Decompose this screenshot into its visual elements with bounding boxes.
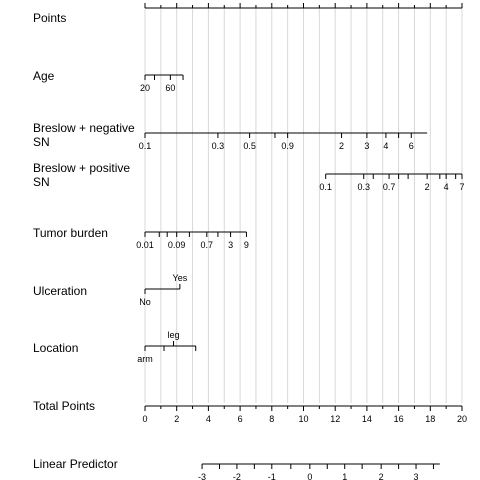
row-total-points: Total Points 0 2 4 6 8 10 12 14 16 18 20 [33,399,467,424]
tick-label: 18 [425,414,435,424]
row-label-age: Age [33,69,55,83]
nomogram-rows: Points012345678910Age2060Breslow + negat… [33,0,467,480]
row-points: Points 0 1 2 3 4 5 6 7 8 9 10 [33,0,467,25]
row-label-line: SN [33,135,50,149]
row-ulceration: Ulceration No Yes [33,273,188,307]
tick-label: 8 [269,414,274,424]
row-label-total-points: Total Points [33,399,95,413]
row-label-line: Tumor burden [33,226,108,240]
row-label-line: SN [33,175,50,189]
tick-label: 60 [165,83,175,93]
tick-label: -2 [233,472,241,480]
tick-label: 10 [457,0,467,2]
row-label-tumor-burden: Tumor burden [33,226,108,240]
tick-label: 3 [238,0,243,2]
tick-label: -1 [268,472,276,480]
tick-label: 12 [330,414,340,424]
tick-label: -3 [198,472,206,480]
tick-label: 9 [244,240,249,250]
tick-label: 6 [409,141,414,151]
tick-label: 10 [298,414,308,424]
tick-label: 9 [428,0,433,2]
row-label-line: Ulceration [33,284,87,298]
tick-label: 4 [444,182,449,192]
tick-label: 1 [342,472,347,480]
tick-label: Yes [173,273,188,283]
tick-label: 20 [140,83,150,93]
row-label-line: Breslow + positive [33,161,130,175]
row-label-line: Points [33,11,66,25]
tick-label: 3 [414,472,419,480]
tick-label: 0.3 [357,182,370,192]
tick-label: 4 [383,141,388,151]
tick-label: No [139,297,151,307]
tick-label: 5 [301,0,306,2]
row-label-breslow-neg: Breslow + negative SN [33,121,135,149]
tick-label: 0.01 [136,240,154,250]
tick-label: 2 [425,182,430,192]
row-tumor-burden: Tumor burden 0.01 0.09 0.7 3 9 [33,226,249,250]
tick-label: 3 [364,141,369,151]
row-label-line: Total Points [33,399,95,413]
tick-label: 7 [364,0,369,2]
grid-lines [144,8,463,403]
tick-label: 2 [379,472,384,480]
row-label-line: Location [33,341,78,355]
tick-label: 7 [459,182,464,192]
tick-label: 4 [206,414,211,424]
row-label-linear-predictor: Linear Predictor [33,457,118,471]
tick-label: 20 [457,414,467,424]
tick-label: 2 [339,141,344,151]
tick-label: 0.1 [319,182,332,192]
row-label-ulceration: Ulceration [33,284,87,298]
tick-label: 0 [307,472,312,480]
tick-label: 16 [394,414,404,424]
tick-label: 6 [333,0,338,2]
tick-label: 0.1 [139,141,152,151]
tick-label: 0 [142,414,147,424]
row-location: Location arm leg [33,330,197,364]
row-linear-predictor: Linear Predictor -3 -2 -1 0 1 2 3 [33,457,440,480]
tick-label: 4 [269,0,274,2]
tick-label: 0.09 [168,240,186,250]
tick-label: 3 [228,240,233,250]
tick-label: 1 [174,0,179,2]
tick-label: 2 [174,414,179,424]
tick-label: leg [168,330,180,340]
row-label-line: Breslow + negative [33,121,135,135]
row-breslow-neg: Breslow + negative SN 0.1 0.3 0.5 0.9 2 3 4 6 [33,121,428,151]
tick-label: 8 [396,0,401,2]
tick-label: 0.7 [201,240,214,250]
row-label-location: Location [33,341,78,355]
row-age: Age 20 60 [33,69,184,93]
row-label-breslow-pos: Breslow + positive SN [33,161,130,189]
tick-label: 0.3 [212,141,225,151]
tick-label: 2 [206,0,211,2]
row-label-line: Age [33,69,55,83]
row-label-line: Linear Predictor [33,457,118,471]
tick-label: 0.7 [383,182,396,192]
tick-label: arm [137,354,153,364]
tick-label: 0.9 [281,141,294,151]
row-label-points: Points [33,11,66,25]
tick-label: 0.5 [243,141,256,151]
tick-label: 0 [142,0,147,2]
tick-label: 6 [238,414,243,424]
row-breslow-pos: Breslow + positive SN 0.1 0.3 0.7 2 4 7 [33,161,465,192]
tick-label: 14 [362,414,372,424]
